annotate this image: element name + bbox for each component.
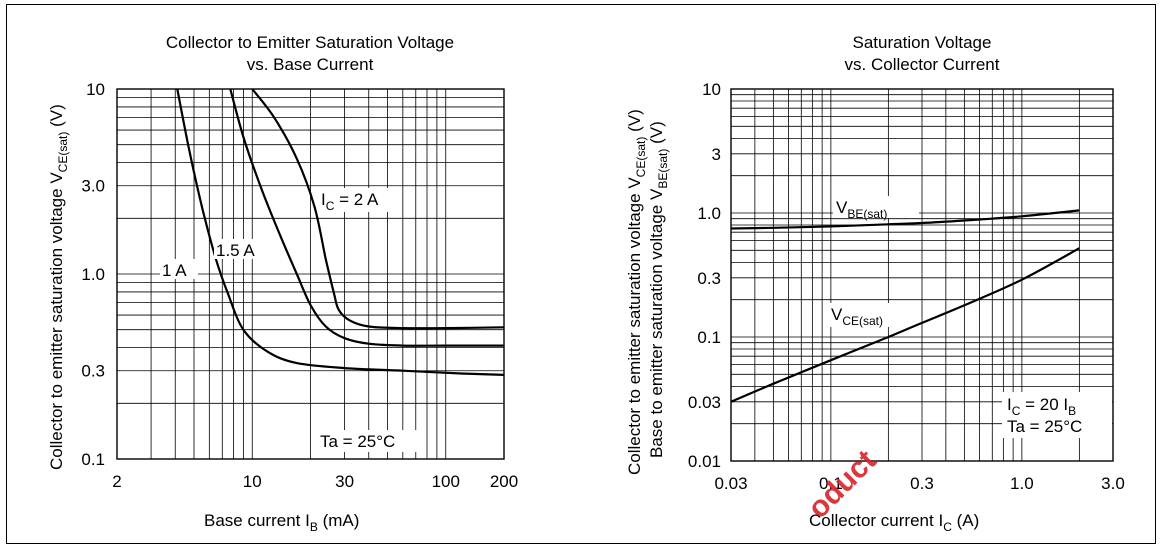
plot-area-border [730, 88, 1114, 462]
y-tick-label: 0.3 [81, 362, 105, 381]
series-label-vbe: VBE(sat) [836, 198, 887, 221]
chart1-ylabel: Collector to emitter saturation voltage … [47, 104, 70, 470]
x-tick-label: 200 [490, 472, 518, 491]
series-curve-2 [251, 88, 505, 330]
y-tick-label: 1.0 [81, 265, 105, 284]
label-bg-vce [828, 303, 904, 327]
series-curve-1 [229, 88, 504, 347]
x-tick-label: 2 [112, 472, 121, 491]
y-tick-label: 0.01 [688, 452, 721, 471]
chart-vsat-vs-ic: Saturation Voltage vs. Collector Current… [625, 33, 1125, 534]
label-bg-1a [160, 259, 198, 279]
y-tick-label: 0.1 [81, 450, 105, 469]
annotation-bg-2 [1002, 392, 1112, 438]
y-tick-label: 0.03 [688, 393, 721, 412]
plot-area-border [116, 88, 505, 460]
annotation-bg [318, 430, 418, 452]
y-tick-label: 0.1 [697, 328, 721, 347]
series-curve-0 [176, 88, 505, 376]
y-tick-label: 10 [702, 80, 721, 99]
chart1-tick-labels: 2 10 30 100 200 0.1 0.3 1.0 3.0 10 [81, 80, 518, 491]
x-tick-label: 1.0 [1010, 474, 1034, 493]
series-curve-0 [730, 209, 1080, 230]
y-tick-label: 1.0 [697, 204, 721, 223]
chart2-annotation-temp: Ta = 25°C [1007, 417, 1082, 436]
label-bg-2a [320, 188, 398, 212]
x-tick-label: 0.3 [910, 474, 934, 493]
chart1-title: Collector to Emitter Saturation Voltage [166, 33, 454, 52]
y-tick-label: 3 [712, 145, 721, 164]
chart2-grid [730, 88, 1114, 462]
series-label-vce: VCE(sat) [831, 305, 883, 328]
x-tick-label: 10 [243, 472, 262, 491]
chart1-annotation-temp: Ta = 25°C [320, 432, 395, 451]
chart2-curves [730, 209, 1080, 403]
chart-vce-vs-ib: Collector to Emitter Saturation Voltage … [47, 33, 518, 534]
chart1-grid [116, 88, 505, 460]
chart2-tick-labels: 0.03 0.1 0.3 1.0 3.0 0.01 0.03 0.1 0.3 1.0 3 10 [688, 80, 1125, 493]
series-label-1-5a: 1.5 A [216, 241, 255, 260]
x-tick-label: 100 [432, 472, 460, 491]
x-tick-label: 3.0 [1101, 474, 1125, 493]
chart2-subtitle: vs. Collector Current [845, 55, 1000, 74]
y-tick-label: 10 [86, 80, 105, 99]
x-tick-label: 0.03 [714, 474, 747, 493]
chart2-ylabel-vce: Collector to emitter saturation voltage … [625, 109, 648, 475]
label-bg-1-5a [214, 239, 266, 259]
chart1-subtitle: vs. Base Current [247, 55, 374, 74]
series-curve-1 [730, 247, 1080, 403]
figure-frame [6, 4, 1156, 544]
series-label-1a: 1 A [162, 261, 187, 280]
chart2-ylabel-vbe: Base to emitter saturation voltage VBE(s… [647, 121, 670, 458]
x-tick-label: 0.1 [819, 474, 843, 493]
chart2-title: Saturation Voltage [853, 33, 992, 52]
chart2-xlabel: Collector current IC (A) [809, 511, 979, 534]
x-tick-label: 30 [335, 472, 354, 491]
series-label-2a: IC = 2 A [321, 190, 379, 213]
y-tick-label: 3.0 [81, 177, 105, 196]
chart1-curves [176, 88, 505, 376]
y-tick-label: 0.3 [697, 269, 721, 288]
chart2-annotation-ratio: IC = 20 IB [1007, 395, 1076, 418]
label-bg-vbe [833, 196, 919, 218]
chart1-xlabel: Base current IB (mA) [204, 511, 359, 534]
